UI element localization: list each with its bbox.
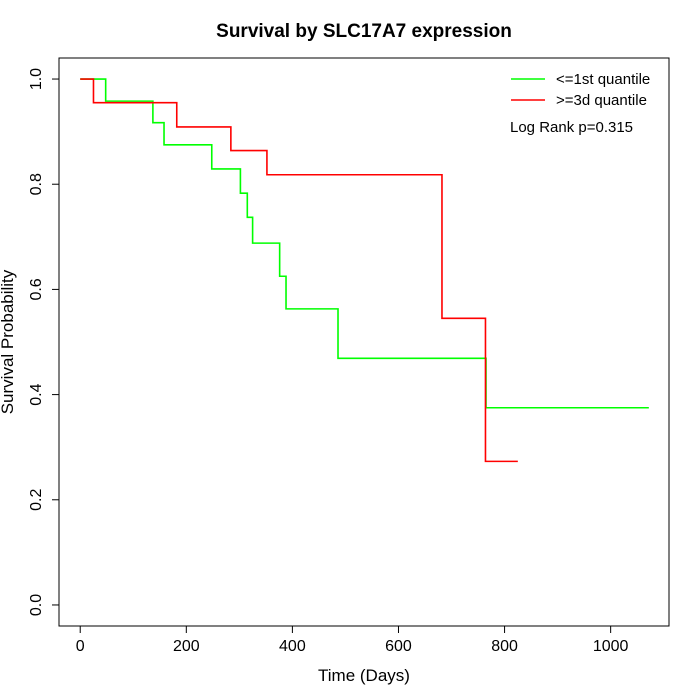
log-rank-annotation: Log Rank p=0.315 [510, 119, 633, 136]
legend-label-high: >=3d quantile [556, 92, 647, 109]
x-tick-label: 600 [385, 638, 412, 655]
legend-label-low: <=1st quantile [556, 71, 650, 88]
y-tick-label: 0.4 [28, 383, 45, 405]
series-line-high-quantile [80, 78, 518, 463]
y-tick-label: 0.0 [28, 594, 45, 616]
x-tick-label: 200 [173, 638, 200, 655]
series-layer [80, 78, 649, 463]
plot-frame [58, 57, 670, 627]
x-tick-label: 800 [491, 638, 518, 655]
y-tick-label: 0.6 [28, 278, 45, 300]
y-axis-label: Survival Probability [0, 269, 17, 414]
x-axis-label: Time (Days) [318, 666, 410, 685]
x-tick-label: 0 [76, 638, 85, 655]
y-axis: 0.0 0.2 0.4 0.6 0.8 1.0 [28, 68, 60, 616]
x-tick-label: 1000 [593, 638, 629, 655]
series-line-low-quantile [80, 78, 649, 409]
y-tick-label: 0.2 [28, 489, 45, 511]
x-tick-label: 400 [279, 638, 306, 655]
legend: <=1st quantile >=3d quantile [511, 71, 650, 109]
chart-title: Survival by SLC17A7 expression [216, 21, 512, 42]
y-tick-label: 0.8 [28, 173, 45, 195]
x-axis: 0 200 400 600 800 1000 [76, 625, 629, 655]
y-tick-label: 1.0 [28, 68, 45, 90]
